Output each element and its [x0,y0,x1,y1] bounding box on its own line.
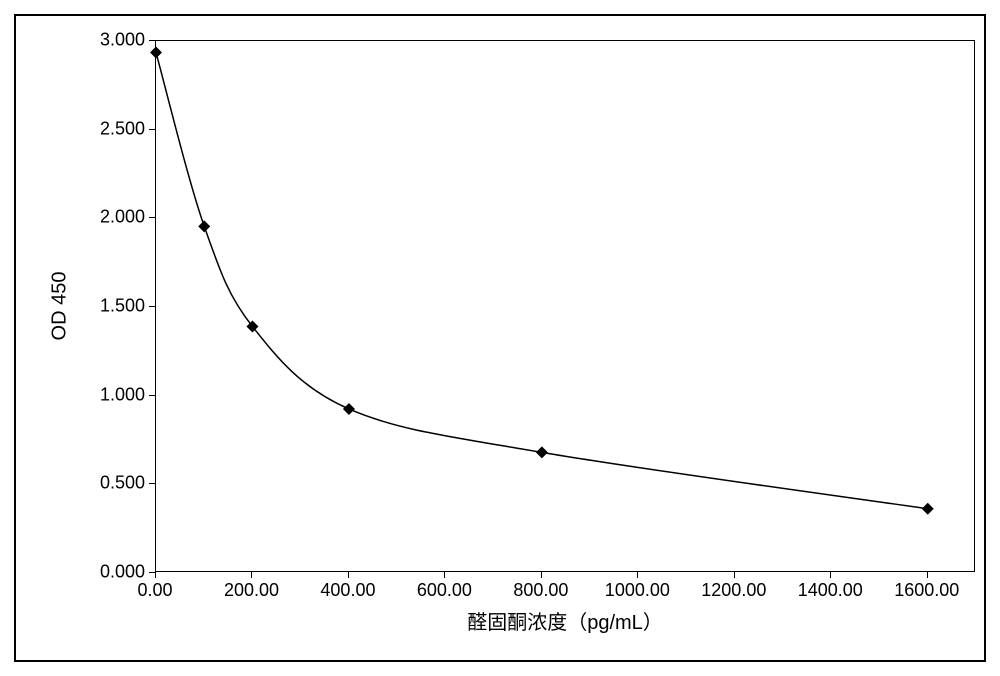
data-marker [198,220,210,232]
y-tick-mark [149,217,155,218]
data-marker [922,503,934,515]
chart-svg [156,41,976,573]
y-tick-label: 1.000 [100,384,145,405]
y-tick-mark [149,129,155,130]
y-tick-label: 0.500 [100,473,145,494]
x-tick-mark [734,572,735,578]
x-tick-label: 1400.00 [798,580,863,601]
x-tick-label: 1200.00 [701,580,766,601]
x-tick-mark [927,572,928,578]
x-tick-mark [444,572,445,578]
plot-area [155,40,975,572]
y-tick-label: 2.500 [100,118,145,139]
x-tick-mark [155,572,156,578]
x-tick-mark [348,572,349,578]
x-tick-mark [541,572,542,578]
x-tick-label: 1600.00 [894,580,959,601]
y-tick-mark [149,395,155,396]
x-axis-title: 醛固酮浓度（pg/mL） [467,606,663,635]
y-axis-title: OD 450 [49,272,72,341]
y-tick-mark [149,306,155,307]
y-tick-mark [149,40,155,41]
x-tick-mark [251,572,252,578]
series-line [156,53,928,509]
x-tick-label: 600.00 [417,580,472,601]
y-tick-label: 1.500 [100,296,145,317]
x-tick-mark [637,572,638,578]
y-tick-mark [149,483,155,484]
data-marker [536,446,548,458]
x-tick-mark [830,572,831,578]
data-marker [343,403,355,415]
x-tick-label: 200.00 [224,580,279,601]
y-tick-label: 2.000 [100,207,145,228]
x-tick-label: 0.00 [137,580,172,601]
x-tick-label: 400.00 [320,580,375,601]
x-tick-label: 1000.00 [605,580,670,601]
y-tick-label: 3.000 [100,30,145,51]
x-tick-label: 800.00 [513,580,568,601]
